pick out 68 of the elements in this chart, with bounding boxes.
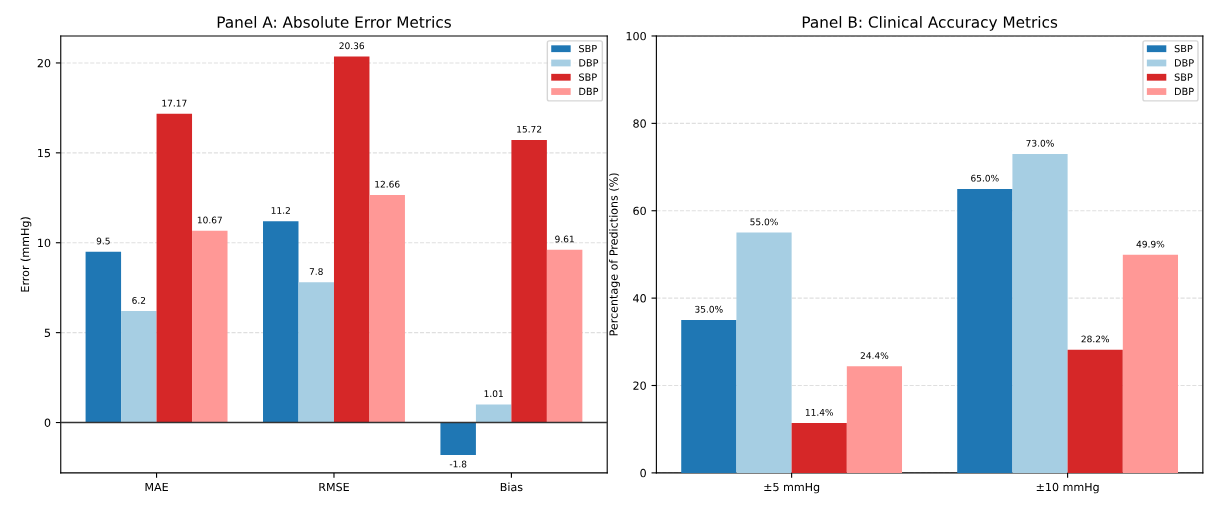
y-axis-title: Percentage of Predictions (%) bbox=[609, 173, 620, 336]
data-label: 17.17 bbox=[162, 99, 187, 107]
data-label: 35.0% bbox=[695, 305, 723, 313]
bar bbox=[475, 404, 512, 423]
bar bbox=[440, 422, 476, 455]
y-tick-label: 20 bbox=[633, 381, 646, 390]
x-tick-label: RMSE bbox=[319, 482, 349, 492]
bar bbox=[369, 194, 405, 423]
x-tick-label: Bias bbox=[500, 482, 523, 492]
data-label: 11.2 bbox=[271, 207, 290, 214]
bar bbox=[298, 282, 334, 423]
y-tick-label: 100 bbox=[626, 31, 646, 41]
legend-label: DBP bbox=[1175, 87, 1194, 95]
legend-label: SBP bbox=[579, 73, 597, 81]
y-tick-label: 10 bbox=[38, 238, 51, 248]
data-label: 20.36 bbox=[339, 42, 365, 50]
data-label: 15.72 bbox=[517, 125, 542, 133]
bar bbox=[263, 221, 299, 423]
y-tick-label: 0 bbox=[44, 418, 51, 427]
data-label: 9.5 bbox=[96, 237, 110, 245]
bar bbox=[1067, 349, 1123, 473]
x-tick-label: ±10 mmHg bbox=[1036, 482, 1099, 494]
data-label: 7.8 bbox=[309, 268, 323, 275]
data-label: -1.8 bbox=[449, 460, 467, 468]
data-label: 55.0% bbox=[750, 218, 778, 226]
bar bbox=[85, 251, 122, 423]
data-label: 73.0% bbox=[1026, 139, 1054, 147]
bar bbox=[1122, 254, 1179, 473]
data-label: 6.2 bbox=[132, 296, 146, 304]
y-tick-label: 15 bbox=[38, 148, 51, 158]
y-tick-label: 60 bbox=[633, 206, 646, 216]
legend-label: DBP bbox=[579, 87, 599, 95]
x-tick-label: ±5 mmHg bbox=[764, 482, 820, 494]
bar bbox=[736, 232, 792, 473]
y-tick-label: 5 bbox=[44, 328, 51, 338]
data-label: 49.9% bbox=[1136, 240, 1165, 248]
bar bbox=[156, 113, 193, 423]
bar bbox=[192, 230, 228, 423]
y-tick-label: 80 bbox=[633, 119, 646, 128]
data-label: 24.4% bbox=[860, 352, 889, 359]
chart-title: Panel A: Absolute Error Metrics bbox=[217, 16, 451, 28]
legend-label: DBP bbox=[1175, 59, 1194, 67]
y-axis-title: Error (mmHg) bbox=[20, 217, 32, 292]
bar bbox=[333, 56, 370, 423]
data-label: 9.61 bbox=[555, 235, 574, 243]
legend-label: SBP bbox=[1174, 44, 1193, 53]
legend-label: SBP bbox=[579, 44, 597, 53]
bar bbox=[846, 366, 903, 473]
bar bbox=[121, 311, 157, 423]
data-label: 11.4% bbox=[805, 408, 834, 416]
y-tick-label: 0 bbox=[640, 468, 646, 478]
legend-label: DBP bbox=[579, 59, 599, 67]
data-label: 12.66 bbox=[375, 180, 400, 188]
bar bbox=[546, 249, 583, 423]
bar bbox=[681, 319, 737, 473]
bar bbox=[791, 423, 847, 473]
x-tick-label: MAE bbox=[145, 482, 168, 492]
data-label: 65.0% bbox=[971, 174, 999, 182]
chart-title: Panel B: Clinical Accuracy Metrics bbox=[802, 16, 1058, 31]
bar bbox=[1012, 153, 1068, 473]
data-label: 1.01 bbox=[484, 390, 503, 398]
data-label: 10.67 bbox=[197, 216, 222, 224]
bar bbox=[511, 139, 547, 423]
legend-label: SBP bbox=[1174, 73, 1193, 81]
bar bbox=[957, 188, 1013, 473]
y-tick-label: 20 bbox=[37, 58, 51, 68]
y-tick-label: 40 bbox=[633, 294, 646, 303]
data-label: 28.2% bbox=[1081, 335, 1110, 343]
